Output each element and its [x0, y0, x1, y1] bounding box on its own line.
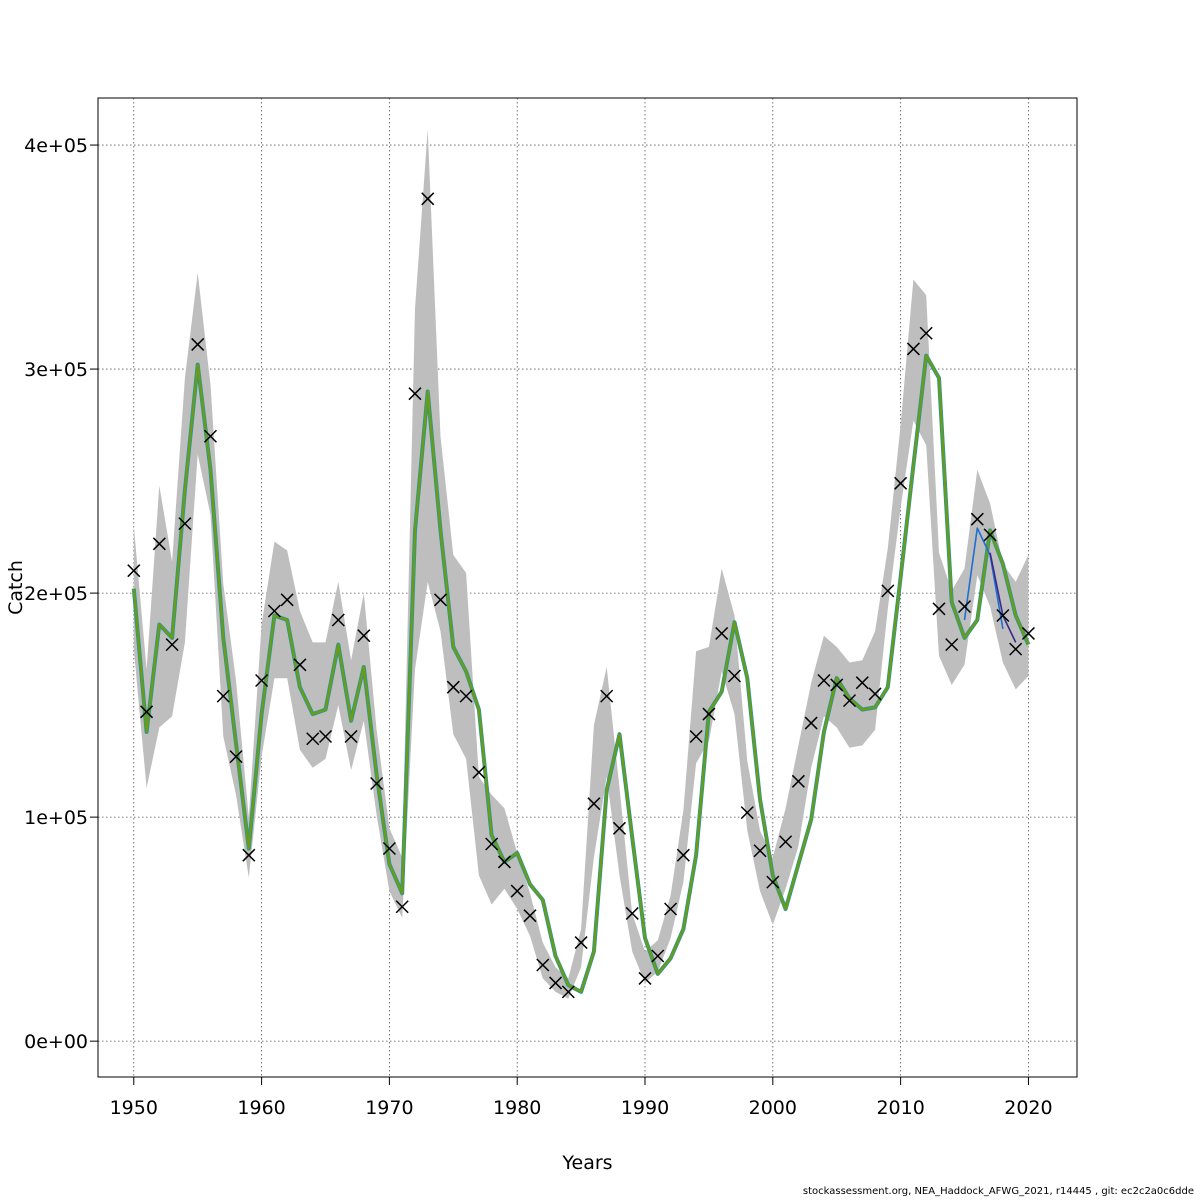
observed-point-1959	[242, 848, 256, 862]
observed-point-1954	[178, 517, 192, 531]
x-tick-label-1970: 1970	[365, 1097, 413, 1119]
x-tick-label-2000: 2000	[749, 1097, 797, 1119]
observed-point-2003	[804, 716, 818, 730]
observed-point-1968	[357, 629, 371, 643]
observed-point-1976	[459, 689, 473, 703]
x-tick-label-2010: 2010	[876, 1097, 924, 1119]
footer-credit: stockassessment.org, NEA_Haddock_AFWG_20…	[802, 1186, 1194, 1197]
observed-point-2015	[957, 600, 972, 614]
observed-point-1969	[370, 776, 384, 791]
observed-point-2007	[855, 676, 869, 690]
observed-point-1997	[727, 669, 742, 683]
observed-point-1994	[689, 729, 703, 744]
x-tick-label-1980: 1980	[493, 1097, 541, 1119]
observed-point-2012	[919, 326, 933, 340]
x-tick-label-1990: 1990	[621, 1097, 669, 1119]
observed-point-1981	[523, 909, 537, 923]
observed-point-1990	[638, 971, 652, 985]
observed-point-2016	[970, 512, 984, 526]
observed-point-1991	[651, 949, 665, 963]
observed-point-1955	[191, 337, 205, 351]
observed-point-1957	[216, 689, 230, 703]
observed-point-2011	[906, 342, 920, 356]
x-axis-title: Years	[561, 1152, 612, 1174]
observed-point-1989	[625, 906, 639, 920]
observed-point-1995	[702, 707, 716, 721]
observed-point-1967	[344, 729, 358, 744]
observed-point-1975	[446, 680, 460, 694]
observed-point-1972	[408, 387, 422, 401]
y-axis-title: Catch	[5, 560, 27, 615]
y-tick-label-4e+05: 4e+05	[24, 135, 88, 157]
observed-point-1952	[152, 537, 166, 551]
observed-point-1999	[753, 844, 767, 858]
observed-point-1951	[140, 705, 154, 719]
observed-point-1960	[255, 673, 269, 688]
confidence-band-area	[133, 129, 1029, 999]
observed-point-1965	[318, 729, 333, 744]
observed-point-1950	[127, 564, 141, 578]
observed-point-1980	[510, 884, 524, 898]
confidence-band	[133, 129, 1029, 999]
observed-point-2010	[894, 476, 908, 490]
observed-point-1956	[203, 429, 218, 443]
observed-point-2009	[881, 584, 895, 598]
observed-point-1978	[485, 837, 499, 851]
fit-line-underlay	[131, 353, 1031, 994]
observed-point-1971	[395, 900, 409, 914]
observed-point-2002	[791, 774, 805, 788]
observed-point-2018	[996, 608, 1010, 623]
observed-point-2019	[1009, 642, 1023, 656]
observed-point-1992	[664, 902, 678, 916]
observed-point-1998	[740, 806, 754, 820]
observed-point-1984	[561, 985, 575, 999]
fitted-lines	[131, 353, 1031, 994]
observed-point-2014	[945, 638, 959, 652]
observed-point-1966	[331, 613, 345, 627]
fit-line	[132, 354, 1030, 994]
observed-point-1996	[715, 626, 729, 640]
x-axis: 1950 1960 1970 1980 1990 2000 2010 2020	[110, 1077, 1053, 1119]
observed-point-1974	[433, 593, 448, 607]
observed-point-1953	[165, 638, 179, 652]
x-tick-label-2020: 2020	[1004, 1097, 1052, 1119]
observed-point-2017	[983, 528, 997, 542]
observed-point-1963	[293, 658, 307, 672]
y-tick-label-2e+05: 2e+05	[24, 583, 88, 605]
y-tick-label-0e+00: 0e+00	[24, 1031, 88, 1053]
observed-point-1982	[536, 958, 550, 972]
y-axis: 0e+00 1e+05 2e+05 3e+05 4e+05	[24, 135, 98, 1053]
observed-point-1985	[574, 936, 588, 950]
observed-point-1979	[497, 855, 511, 869]
observed-point-2000	[766, 875, 780, 889]
retro-peel-line-1	[963, 527, 1004, 630]
observed-point-1988	[612, 821, 626, 835]
grid-lines	[98, 98, 1077, 1077]
y-tick-label-1e+05: 1e+05	[24, 807, 88, 829]
observed-point-2020	[1021, 626, 1035, 640]
y-tick-label-3e+05: 3e+05	[24, 359, 88, 381]
observed-point-2008	[868, 687, 882, 701]
observed-point-1964	[306, 732, 320, 746]
observed-point-1987	[600, 689, 614, 703]
observed-point-2013	[932, 602, 946, 616]
observed-point-2004	[817, 673, 831, 688]
observed-point-1970	[382, 841, 396, 856]
plot-frame	[97, 97, 1078, 1078]
observed-point-2006	[842, 694, 857, 708]
observed-point-1961	[267, 604, 281, 618]
observed-point-2001	[779, 835, 793, 849]
x-tick-label-1960: 1960	[237, 1097, 285, 1119]
x-tick-label-1950: 1950	[110, 1097, 158, 1119]
observed-points	[127, 192, 1035, 999]
observed-point-1958	[229, 750, 243, 764]
observed-point-1973	[421, 192, 435, 206]
observed-point-1977	[472, 765, 486, 779]
observed-point-2005	[830, 678, 844, 692]
observed-point-1993	[676, 848, 690, 862]
observed-point-1983	[549, 976, 563, 990]
observed-point-1962	[280, 593, 294, 607]
observed-point-1986	[587, 797, 601, 811]
